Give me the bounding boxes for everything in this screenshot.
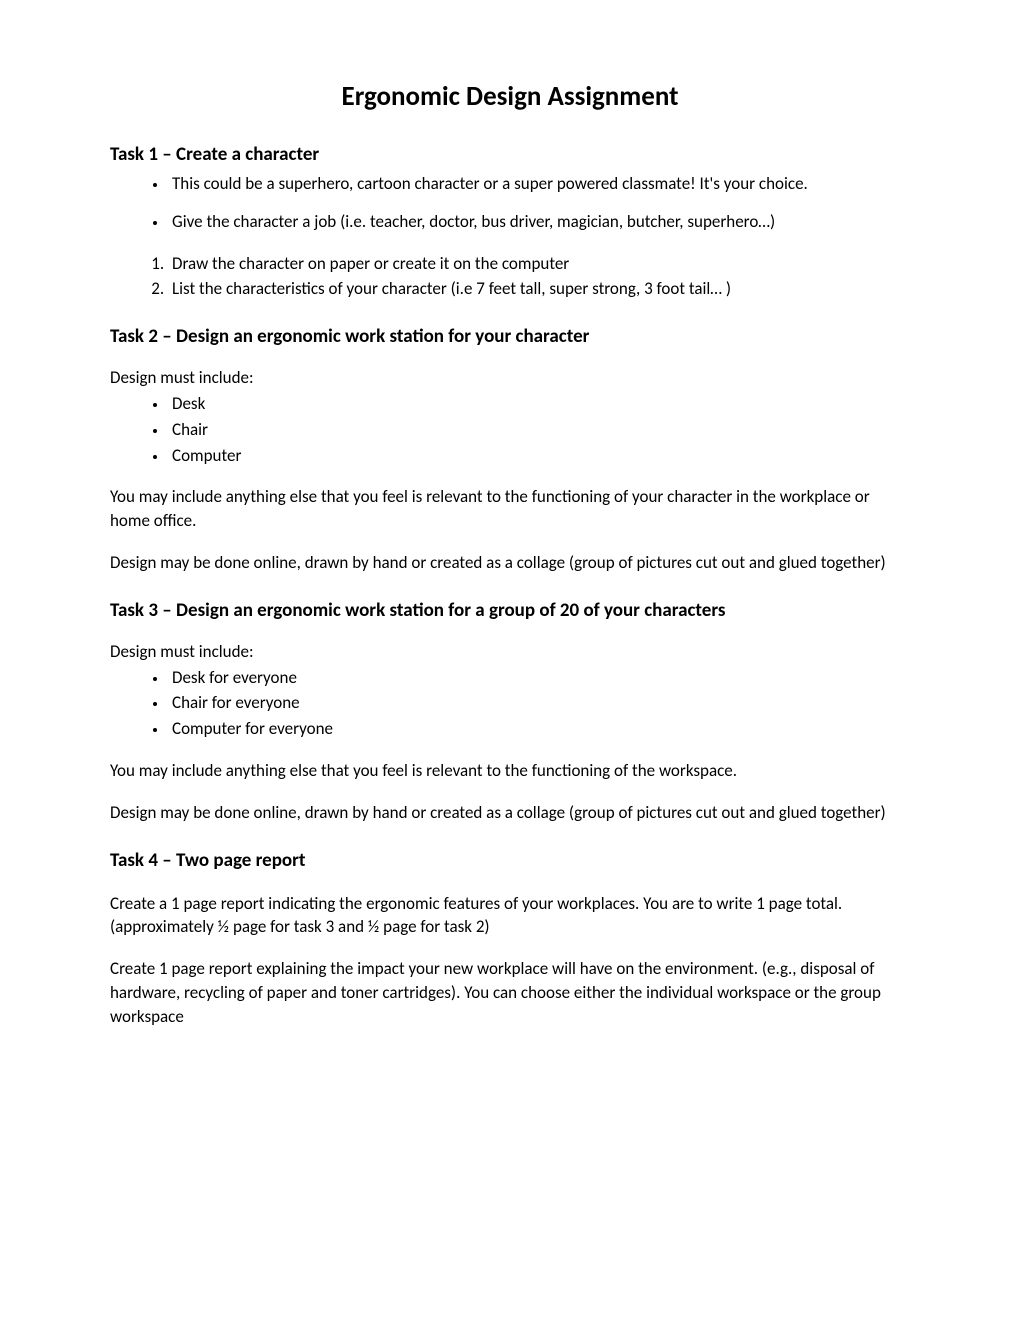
task4-para1: Create a 1 page report indicating the er…	[110, 892, 910, 940]
task1-numbered-list: Draw the character on paper or create it…	[110, 252, 910, 302]
list-item: Computer	[168, 444, 910, 468]
list-item: Desk	[168, 392, 910, 416]
list-item: Computer for everyone	[168, 717, 910, 741]
list-item: Draw the character on paper or create it…	[168, 252, 910, 276]
list-item: Chair	[168, 418, 910, 442]
task1-heading: Task 1 – Create a character	[110, 143, 910, 166]
task2-para1: You may include anything else that you f…	[110, 485, 910, 533]
task3-para1: You may include anything else that you f…	[110, 759, 910, 783]
document-page: Ergonomic Design Assignment Task 1 – Cre…	[0, 0, 1020, 1127]
list-item: Give the character a job (i.e. teacher, …	[168, 210, 910, 234]
task2-para2: Design may be done online, drawn by hand…	[110, 551, 910, 575]
list-item: This could be a superhero, cartoon chara…	[168, 172, 910, 196]
page-title: Ergonomic Design Assignment	[110, 80, 910, 113]
task3-heading: Task 3 – Design an ergonomic work statio…	[110, 599, 910, 622]
task3-bullet-list: Desk for everyone Chair for everyone Com…	[110, 666, 910, 741]
list-item: Chair for everyone	[168, 691, 910, 715]
list-item: Desk for everyone	[168, 666, 910, 690]
list-item: List the characteristics of your charact…	[168, 277, 910, 301]
task3-para2: Design may be done online, drawn by hand…	[110, 801, 910, 825]
task3-intro: Design must include:	[110, 640, 910, 664]
task4-heading: Task 4 – Two page report	[110, 849, 910, 872]
task1-bullet-list: This could be a superhero, cartoon chara…	[110, 172, 910, 234]
task2-intro: Design must include:	[110, 366, 910, 390]
task2-bullet-list: Desk Chair Computer	[110, 392, 910, 467]
task4-para2: Create 1 page report explaining the impa…	[110, 957, 910, 1028]
task2-heading: Task 2 – Design an ergonomic work statio…	[110, 325, 910, 348]
